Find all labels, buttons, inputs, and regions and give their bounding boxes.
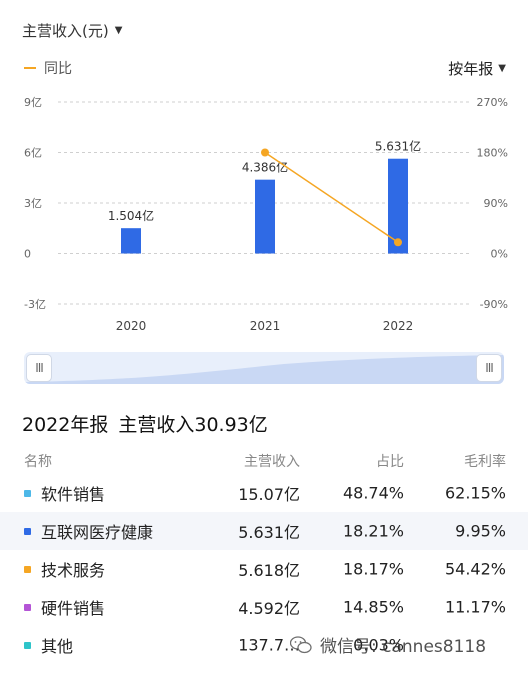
chart-title: 主营收入(元) [22, 21, 109, 40]
legend: 同比 [24, 58, 72, 78]
segment-color-dot [24, 603, 31, 611]
left-tick-label: 0 [24, 248, 31, 261]
segment-name: 互联网医疗健康 [24, 519, 153, 543]
segment-share: 48.74% [342, 483, 404, 503]
segment-revenue: 137.7… [238, 635, 300, 655]
x-tick-label: 2021 [250, 319, 281, 333]
bar [255, 179, 275, 254]
table-row[interactable]: 技术服务 5.618亿 18.17% 54.42% [0, 550, 528, 588]
segment-color-dot [24, 527, 31, 535]
right-tick-label: -90% [480, 298, 508, 311]
segment-share: 14.85% [342, 597, 404, 617]
yoy-legend-label: 同比 [44, 61, 72, 77]
segment-label: 其他 [41, 637, 74, 656]
table-header: 名称 主营收入 占比 毛利率 [0, 448, 528, 474]
segment-margin: 11.17% [444, 597, 506, 617]
period-selector[interactable]: 按年报 ▼ [448, 58, 506, 79]
summary-period: 2022年报 [22, 414, 109, 436]
segment-revenue: 15.07亿 [238, 485, 300, 504]
yoy-point [394, 238, 402, 247]
period-selector-label: 按年报 [448, 60, 494, 78]
table-row[interactable]: 硬件销售 4.592亿 14.85% 11.17% [0, 588, 528, 626]
segment-label: 软件销售 [41, 485, 106, 504]
header-name: 名称 [24, 454, 52, 470]
summary-text: 主营收入30.93亿 [118, 414, 268, 436]
segment-revenue: 5.631亿 [238, 523, 300, 542]
segment-share: 18.21% [342, 521, 404, 541]
segment-color-dot [24, 641, 31, 649]
table-row[interactable]: 软件销售 15.07亿 48.74% 62.15% [0, 474, 528, 512]
table-row[interactable]: 互联网医疗健康 5.631亿 18.21% 9.95% [0, 512, 528, 550]
segment-margin: 9.95% [455, 521, 506, 541]
yoy-line [264, 151, 399, 243]
segment-name: 技术服务 [24, 557, 105, 581]
watermark-text: 微信号: cannes8118 [320, 637, 487, 657]
header-revenue: 主营收入 [244, 454, 300, 470]
yoy-legend-swatch [24, 67, 36, 69]
bar [388, 158, 408, 254]
left-tick-label: 6亿 [24, 147, 42, 160]
segment-revenue: 5.618亿 [238, 561, 300, 580]
chevron-down-icon: ▼ [498, 63, 506, 74]
segment-label: 硬件销售 [41, 599, 106, 618]
bar [121, 228, 141, 254]
wechat-icon [290, 635, 312, 653]
segment-label: 互联网医疗健康 [41, 523, 154, 542]
bar-value-label: 5.631亿 [375, 139, 421, 154]
wechat-watermark: 微信号: cannes8118 [290, 632, 486, 657]
segment-share: 0.03% [353, 635, 404, 655]
bar-value-label: 4.386亿 [242, 160, 288, 175]
left-tick-label: 3亿 [24, 197, 42, 210]
left-tick-label: -3亿 [24, 298, 46, 311]
right-tick-label: 90% [484, 197, 508, 210]
segment-name: 硬件销售 [24, 595, 105, 619]
right-tick-label: 270% [477, 96, 508, 109]
x-tick-label: 2022 [383, 319, 414, 333]
right-tick-label: 180% [477, 147, 508, 160]
x-tick-label: 2020 [116, 319, 147, 333]
slider-right-handle[interactable]: III [476, 354, 502, 382]
segment-margin: 54.42% [444, 559, 506, 579]
revenue-chart: 9亿 270% 6亿 180% 3亿 90% 0 0% -3亿 -90% 1.504亿 4.386亿 5… [24, 96, 508, 333]
segment-revenue: 4.592亿 [238, 599, 300, 618]
segment-margin: 62.15% [444, 483, 506, 503]
bar-value-label: 1.504亿 [108, 208, 154, 223]
header-share: 占比 [376, 454, 404, 470]
slider-preview-area [24, 355, 504, 384]
range-slider[interactable]: III III [24, 352, 504, 384]
yoy-point [261, 148, 269, 157]
segment-name: 软件销售 [24, 481, 105, 505]
right-tick-label: 0% [491, 248, 508, 261]
segment-share: 18.17% [342, 559, 404, 579]
segment-color-dot [24, 489, 31, 497]
chevron-down-icon: ▼ [114, 24, 123, 36]
segment-name: 其他 [24, 633, 73, 657]
summary-heading: 2022年报 主营收入30.93亿 [22, 410, 268, 437]
left-tick-label: 9亿 [24, 96, 42, 109]
table-row[interactable]: 其他 137.7… 0.03% [0, 626, 528, 664]
segment-table: 名称 主营收入 占比 毛利率 软件销售 15.07亿 48.74% 62.15% 互联网… [0, 448, 528, 664]
header-margin: 毛利率 [464, 454, 506, 470]
segment-color-dot [24, 565, 31, 573]
chart-title-selector[interactable]: 主营收入(元) ▼ [22, 18, 122, 42]
slider-left-handle[interactable]: III [26, 354, 52, 382]
segment-label: 技术服务 [41, 561, 106, 580]
